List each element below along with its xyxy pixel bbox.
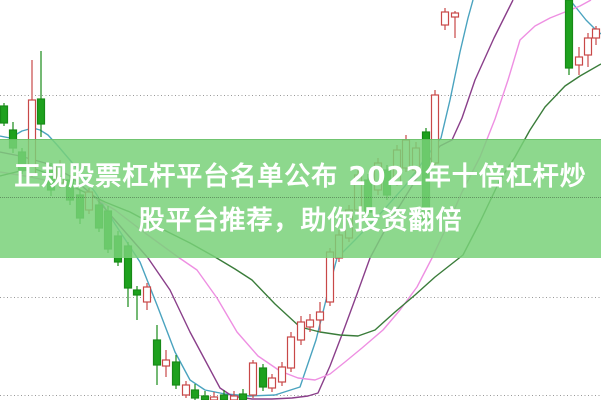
candle-up xyxy=(142,283,152,310)
candle-body xyxy=(36,98,46,125)
candle-body xyxy=(564,0,574,69)
candle-body xyxy=(315,311,325,321)
candle-up xyxy=(277,362,287,386)
candle-body xyxy=(258,367,268,388)
candle-up xyxy=(450,11,460,38)
candle-up xyxy=(305,314,315,332)
candle-body xyxy=(450,12,460,18)
candle-body xyxy=(440,11,450,26)
gridline-overlay xyxy=(0,197,601,198)
candle-body xyxy=(0,105,9,124)
candle-down xyxy=(132,286,142,320)
candle-down xyxy=(258,364,268,391)
candle-up xyxy=(161,350,171,377)
candle-body xyxy=(209,396,219,400)
candle-down xyxy=(152,325,162,385)
candle-down xyxy=(219,390,229,400)
candle-up xyxy=(181,381,191,398)
candle-up xyxy=(440,8,450,30)
candle-up xyxy=(229,391,239,400)
candle-body xyxy=(583,37,593,56)
candle-body xyxy=(171,361,181,386)
candle-down xyxy=(0,103,9,126)
candle-down xyxy=(200,391,210,400)
candle-body xyxy=(277,366,287,383)
candle-up xyxy=(591,26,601,45)
candle-up xyxy=(209,392,219,400)
candle-down xyxy=(36,51,46,137)
candle-body xyxy=(229,395,239,400)
candle-up xyxy=(315,302,325,332)
promo-banner-line2: 股平台推荐，助你投资翻倍 xyxy=(138,206,463,236)
candle-body xyxy=(286,336,296,369)
candle-body xyxy=(238,393,248,400)
promo-banner: 正规股票杠杆平台名单公布 2022年十倍杠杆炒 股平台推荐，助你投资翻倍 xyxy=(0,139,601,258)
candle-body xyxy=(248,362,258,396)
candle-down xyxy=(171,355,181,389)
candle-body xyxy=(305,319,315,328)
candle-up xyxy=(286,332,296,372)
candle-up xyxy=(296,316,306,345)
candle-down xyxy=(564,0,574,75)
candle-up xyxy=(583,33,593,67)
candle-body xyxy=(574,56,584,66)
candle-body xyxy=(325,251,335,303)
candle-up xyxy=(574,47,584,75)
candle-body xyxy=(591,28,601,39)
candle-up xyxy=(267,374,277,392)
promo-banner-line1: 正规股票杠杆平台名单公布 2022年十倍杠杆炒 xyxy=(14,162,587,192)
candle-down xyxy=(238,389,248,400)
candle-body xyxy=(190,389,200,399)
candle-body xyxy=(296,321,306,341)
candle-body xyxy=(181,384,191,396)
candle-body xyxy=(142,286,152,303)
candle-body xyxy=(161,359,171,367)
candle-body xyxy=(219,394,229,400)
candle-body xyxy=(132,289,142,296)
candle-up xyxy=(248,360,258,398)
candle-body xyxy=(267,377,277,389)
candle-down xyxy=(190,384,200,400)
candle-body xyxy=(152,339,162,366)
candle-body xyxy=(200,395,210,400)
